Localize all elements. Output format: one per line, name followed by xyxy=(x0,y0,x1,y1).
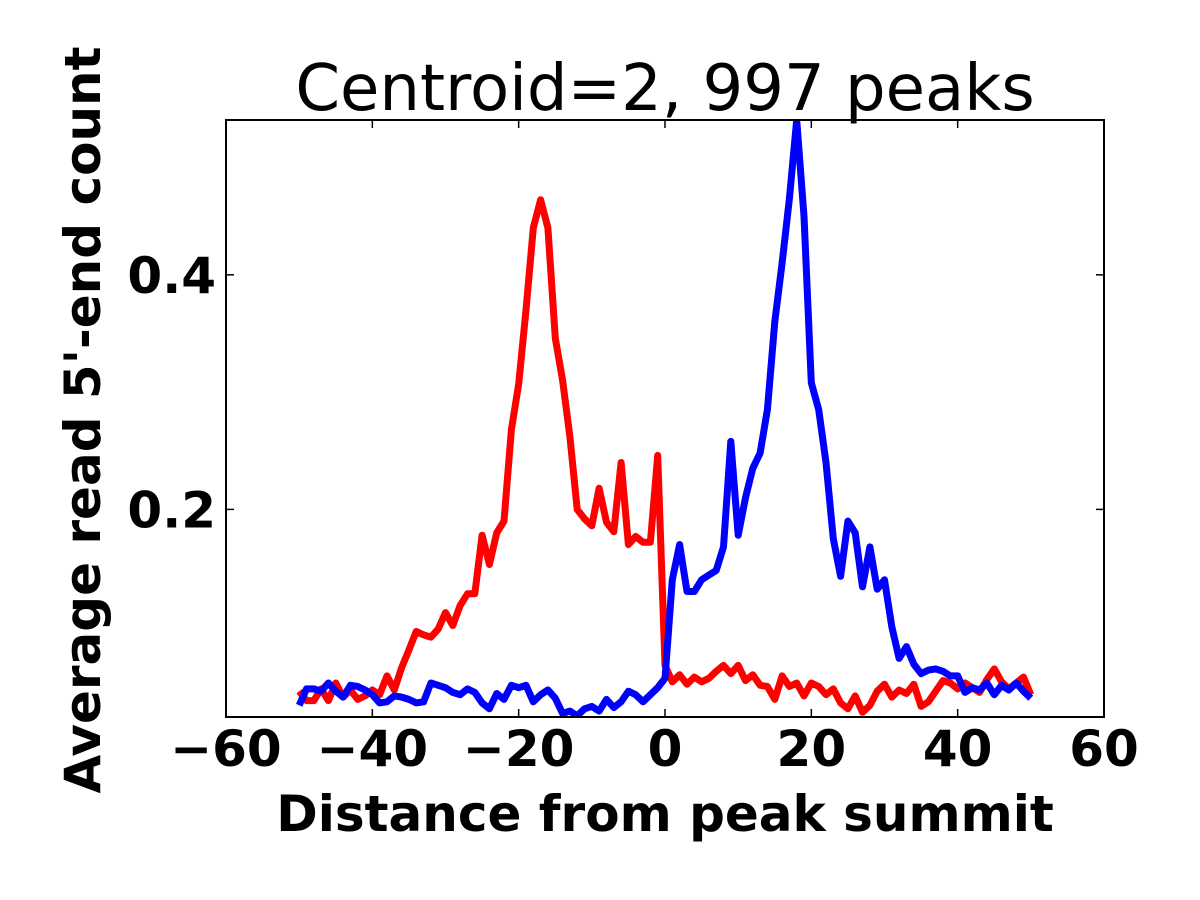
x-tick-label: 20 xyxy=(777,720,847,778)
series-layer xyxy=(296,120,1035,717)
x-tick-label: 40 xyxy=(923,720,993,778)
y-tick-label: 0.2 xyxy=(127,481,216,539)
x-tick-label: 0 xyxy=(648,720,683,778)
series-line-2 xyxy=(296,120,1034,717)
y-axis-label: Average read 5'-end count xyxy=(54,46,112,793)
chart-title: Centroid=2, 997 peaks xyxy=(295,52,1034,126)
x-tick-label: −40 xyxy=(317,720,428,778)
x-tick-label: −60 xyxy=(170,720,281,778)
tick-layer: −60 −40 −20 0 20 40 60 0.2 0.4 xyxy=(127,120,1139,778)
x-axis-label: Distance from peak summit xyxy=(276,785,1054,843)
y-tick-label: 0.4 xyxy=(127,247,216,305)
x-tick-label: −20 xyxy=(463,720,574,778)
x-tick-label: 60 xyxy=(1069,720,1139,778)
